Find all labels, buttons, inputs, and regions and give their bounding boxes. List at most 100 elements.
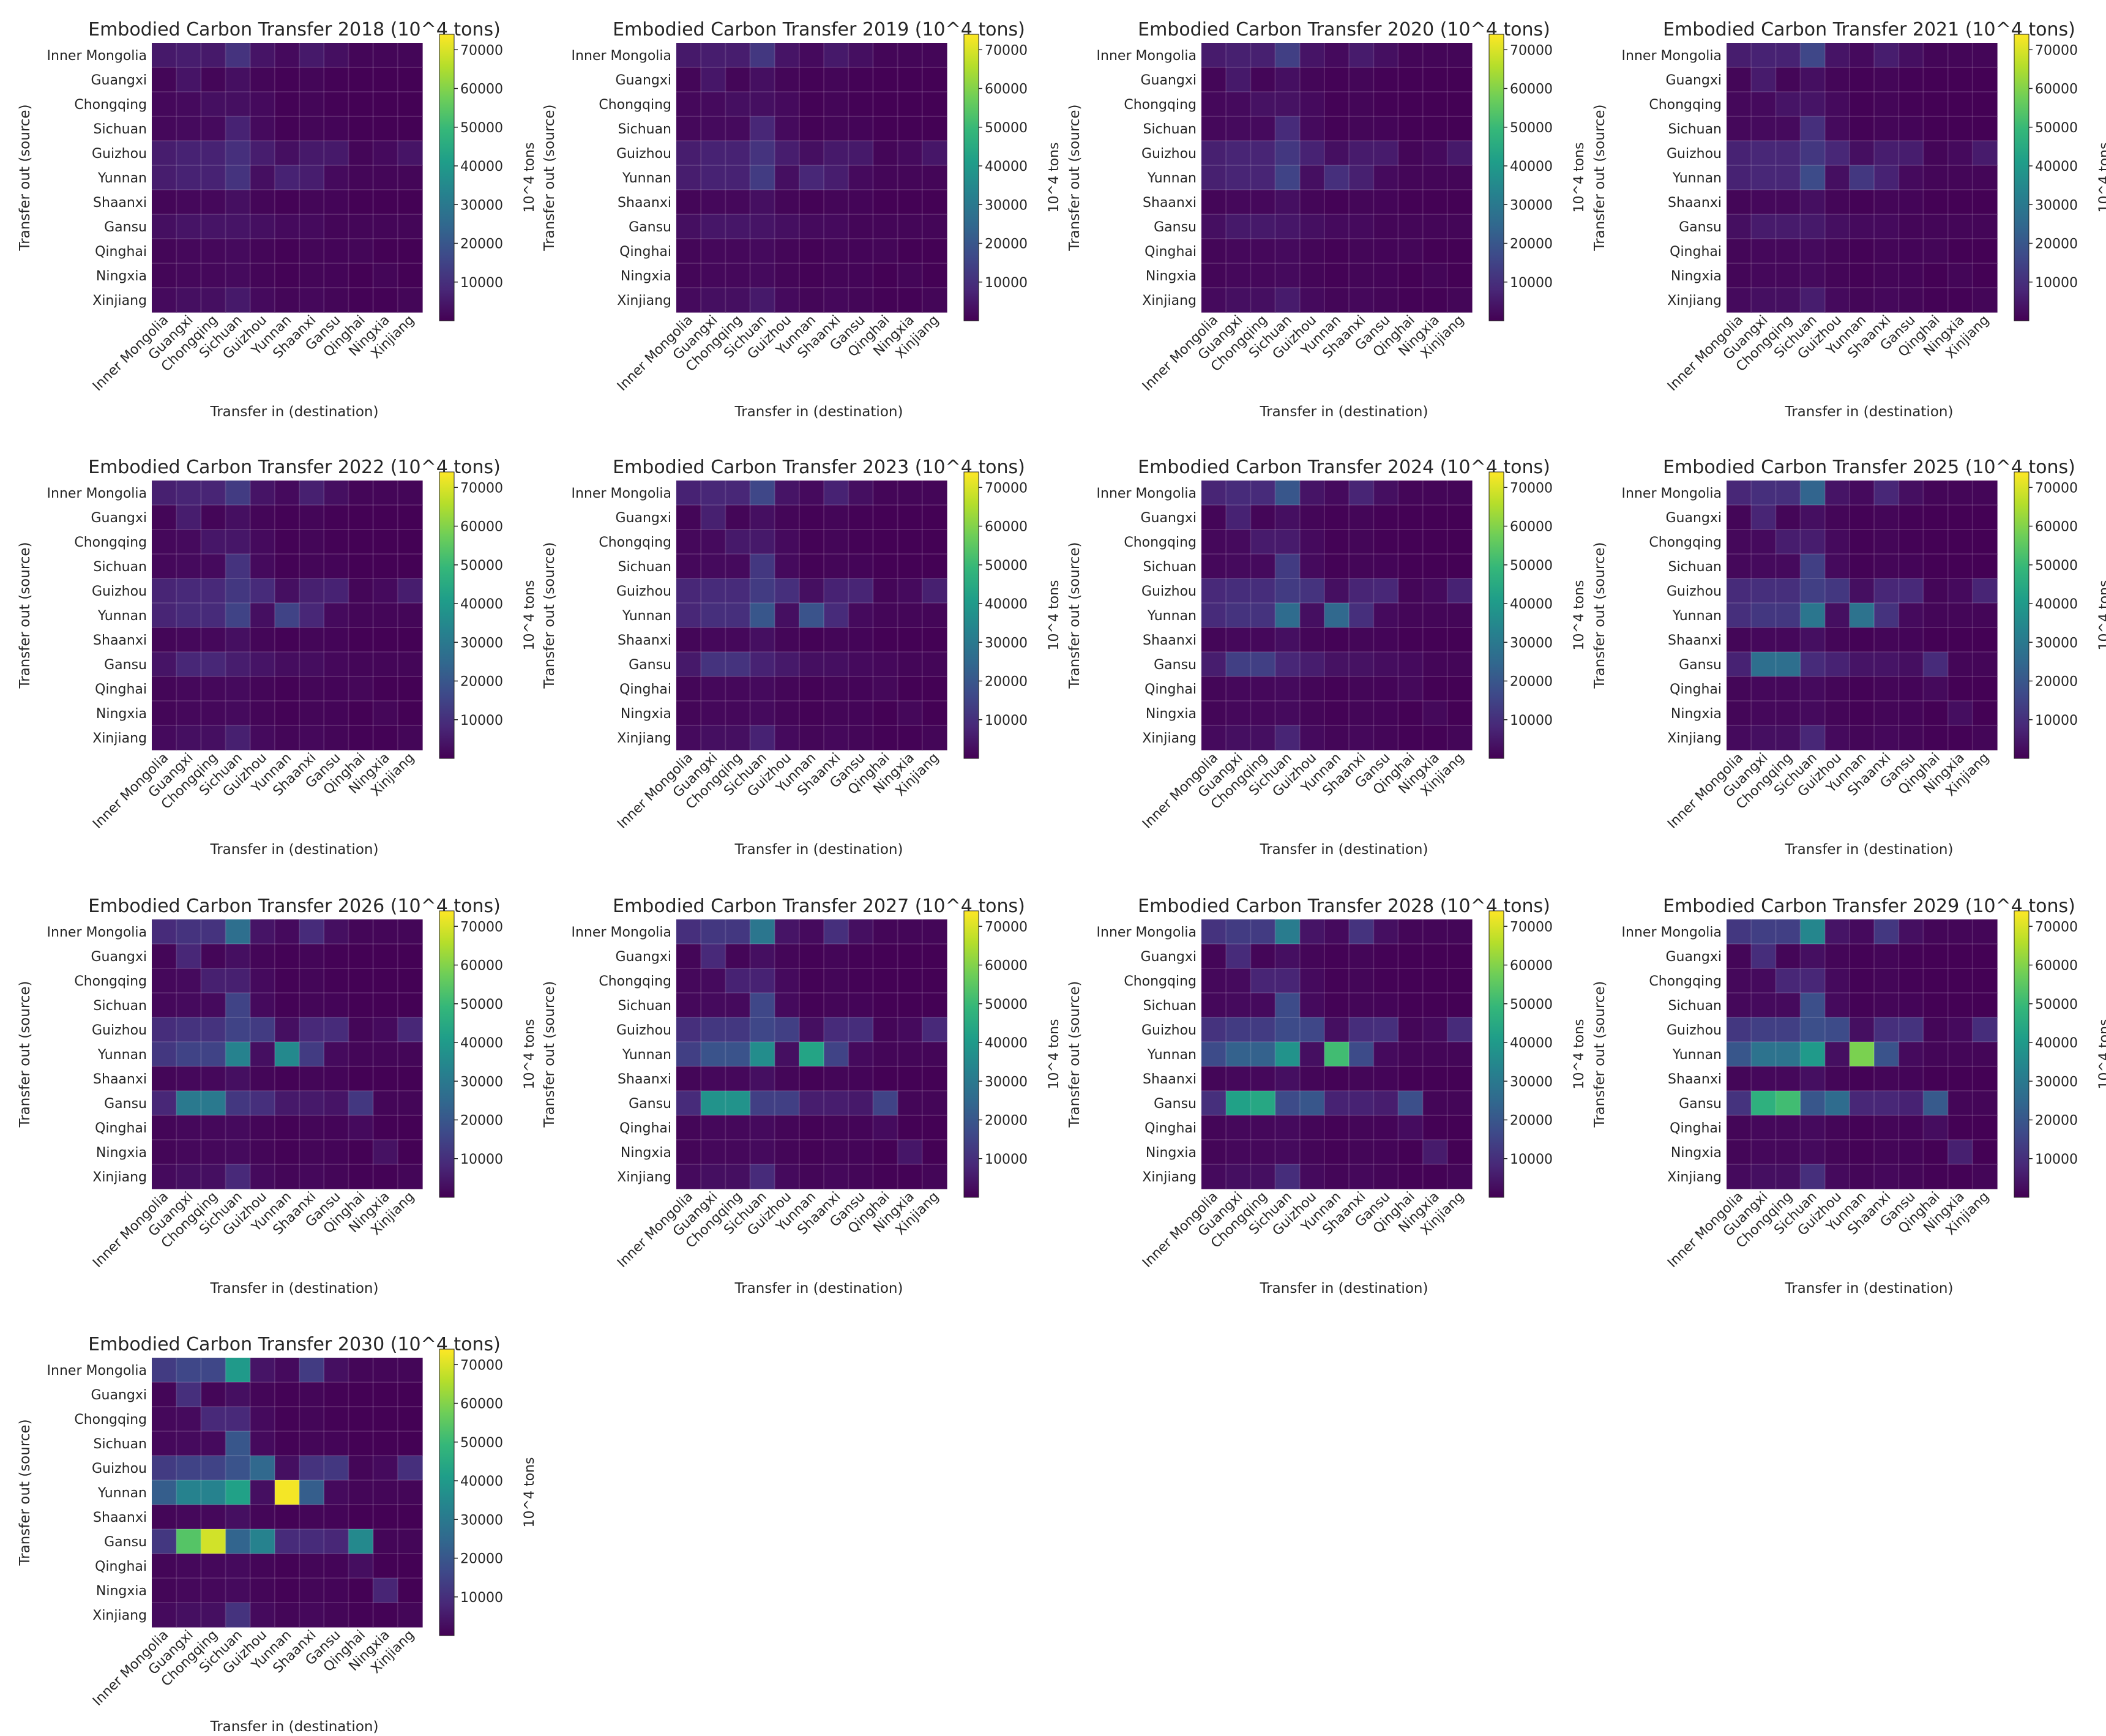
- heatmap-cell: [1874, 919, 1899, 945]
- y-tick-label: Guizhou: [616, 1023, 671, 1038]
- colorbar-tick-label: 40000: [1510, 597, 1553, 612]
- heatmap-cell: [348, 190, 374, 215]
- heatmap-cell: [225, 993, 251, 1018]
- heatmap-cell: [1947, 944, 1973, 969]
- heatmap-cell: [1373, 165, 1399, 190]
- heatmap-cell: [799, 1091, 824, 1116]
- heatmap-cell: [1874, 43, 1899, 68]
- y-tick-label: Ningxia: [1146, 269, 1197, 284]
- heatmap-cell: [397, 993, 423, 1018]
- heatmap-cell: [1899, 1140, 1924, 1165]
- heatmap-cell: [201, 578, 226, 604]
- heatmap-cell: [725, 529, 751, 555]
- heatmap-cell: [397, 288, 423, 313]
- heatmap-cell: [348, 1164, 374, 1189]
- heatmap-cell: [397, 43, 423, 68]
- heatmap-cell: [1201, 1164, 1227, 1189]
- heatmap-cell: [348, 1140, 374, 1165]
- heatmap-cell: [274, 1456, 300, 1481]
- heatmap-cell: [324, 1017, 349, 1042]
- heatmap-cell: [1800, 1042, 1826, 1067]
- heatmap-cell: [824, 116, 849, 141]
- heatmap-cell: [1373, 239, 1399, 264]
- heatmap-cell: [397, 1529, 423, 1554]
- heatmap-cell: [1923, 190, 1949, 215]
- heatmap-cell: [1751, 627, 1776, 653]
- heatmap-cell: [299, 627, 324, 653]
- heatmap-cell: [1226, 676, 1251, 702]
- heatmap-cell: [373, 1115, 398, 1140]
- heatmap-cell: [1373, 1164, 1399, 1189]
- heatmap-cell: [1923, 944, 1949, 969]
- heatmap-cell: [1275, 190, 1301, 215]
- heatmap-cell: [922, 676, 947, 702]
- panel-title: Embodied Carbon Transfer 2024 (10^4 tons…: [1138, 457, 1550, 478]
- heatmap-cell: [897, 1140, 923, 1165]
- heatmap-cell: [824, 214, 849, 239]
- heatmap-cell: [1373, 116, 1399, 141]
- heatmap-cell: [176, 725, 201, 750]
- heatmap-cell: [225, 190, 251, 215]
- heatmap-cell: [373, 529, 398, 555]
- heatmap-cell: [201, 1382, 226, 1407]
- heatmap-cell: [1250, 529, 1276, 555]
- heatmap-cell: [397, 1505, 423, 1530]
- heatmap-cell: [848, 725, 874, 750]
- heatmap-cell: [1373, 578, 1399, 604]
- heatmap-cell: [1972, 214, 1998, 239]
- heatmap-cell: [774, 67, 800, 92]
- heatmap-cell: [1201, 676, 1227, 702]
- heatmap-cell: [1201, 239, 1227, 264]
- colorbar-tick-label: 40000: [1510, 159, 1553, 174]
- heatmap-cell: [176, 1529, 201, 1554]
- heatmap-cell: [848, 1042, 874, 1067]
- heatmap-cell: [1947, 1164, 1973, 1189]
- heatmap-cell: [324, 578, 349, 604]
- x-axis-label: Transfer in (destination): [1785, 404, 1954, 420]
- heatmap-cell: [274, 505, 300, 530]
- heatmap-cell: [725, 263, 751, 288]
- heatmap-cell: [1923, 725, 1949, 750]
- heatmap-cell: [1422, 1091, 1448, 1116]
- heatmap-cell: [1874, 993, 1899, 1018]
- heatmap-cell: [1422, 603, 1448, 628]
- y-tick-label: Xinjiang: [1142, 1170, 1197, 1185]
- panel-title: Embodied Carbon Transfer 2030 (10^4 tons…: [88, 1334, 501, 1355]
- heatmap-cell: [373, 1578, 398, 1603]
- colorbar: 1000020000300004000050000600007000010^4 …: [963, 34, 1062, 321]
- heatmap-cell: [1776, 627, 1801, 653]
- heatmap-cell: [274, 165, 300, 190]
- heatmap-cell: [299, 190, 324, 215]
- heatmap-cell: [922, 505, 947, 530]
- heatmap-cell: [176, 92, 201, 117]
- colorbar-tick-label: 50000: [1510, 121, 1553, 136]
- heatmap-cell: [176, 529, 201, 555]
- heatmap-cell: [373, 288, 398, 313]
- heatmap-cell: [201, 1603, 226, 1628]
- heatmap-cell: [1226, 141, 1251, 166]
- heatmap-cell: [1250, 141, 1276, 166]
- y-tick-label: Sichuan: [1143, 998, 1197, 1014]
- heatmap-cell: [1849, 263, 1875, 288]
- heatmap-cell: [201, 263, 226, 288]
- heatmap-cell: [725, 214, 751, 239]
- heatmap-cell: [1800, 627, 1826, 653]
- heatmap-cell: [750, 919, 775, 945]
- heatmap-panel-2026: Embodied Carbon Transfer 2026 (10^4 tons…: [17, 896, 537, 1296]
- y-tick-label: Ningxia: [96, 1584, 147, 1599]
- heatmap-cell: [1824, 993, 1850, 1018]
- heatmap-cell: [274, 554, 300, 579]
- heatmap-cell: [824, 141, 849, 166]
- heatmap-cell: [1923, 1140, 1949, 1165]
- heatmap-cell: [152, 481, 177, 506]
- heatmap-cell: [1923, 214, 1949, 239]
- heatmap-cell: [1751, 288, 1776, 313]
- heatmap-cell: [1398, 43, 1424, 68]
- heatmap-cell: [1800, 239, 1826, 264]
- heatmap-cell: [1226, 1017, 1251, 1042]
- heatmap-cell: [750, 701, 775, 726]
- heatmap-cell: [1422, 67, 1448, 92]
- heatmap-cell: [725, 165, 751, 190]
- heatmap-cell: [225, 141, 251, 166]
- heatmap-cell: [225, 1505, 251, 1530]
